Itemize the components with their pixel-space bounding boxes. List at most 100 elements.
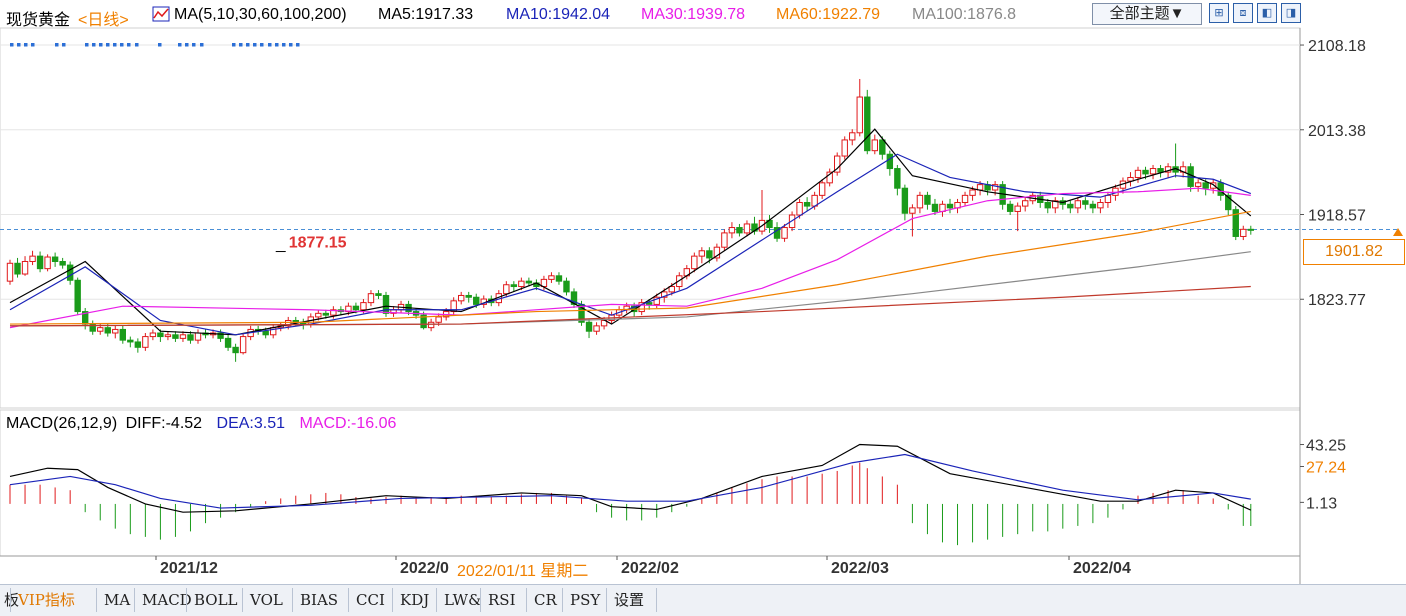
candle-body [1240,228,1247,237]
step-right-icon[interactable]: ◨ [1281,3,1301,23]
price-tick-label: 2013.38 [1308,123,1366,140]
candle-body [713,246,721,259]
macd-diff-value: DIFF:-4.52 [125,415,203,432]
ma60-value: MA60:1922.79 [776,6,881,23]
candle-body [239,336,247,354]
macd-value: MACD:-16.06 [299,415,397,432]
event-dot [260,43,264,47]
event-dot [246,43,250,47]
candle-body [525,280,533,284]
event-dot [55,43,59,47]
theme-dropdown-button[interactable]: 全部主题▼ [1092,3,1202,25]
tab-divider [242,588,243,612]
candle-body [367,293,375,304]
candle-body [74,279,81,313]
macd-tick-label: 27.24 [1306,460,1346,477]
grid-icon[interactable]: ⊞ [1209,3,1229,23]
candle-body [736,227,743,234]
candle-body [548,275,555,280]
event-dot [232,43,236,47]
candle-body [773,227,781,239]
indicator-tab[interactable]: CCI [356,591,385,609]
indicator-tab-bar: 板 VIP指标 MA MACD BOLL VOL BIAS CCI KDJ LW& RSI CR PSY… [0,584,1406,616]
candle-body [555,275,563,282]
candle-body [826,171,833,184]
event-dot [92,43,96,47]
candle-body [924,194,931,205]
candle-body [916,194,924,209]
candle-body [322,312,330,316]
candle-body [97,327,104,332]
indicator-tab[interactable]: VOL [250,591,283,609]
macd-header: MACD(26,12,9) DIFF:-4.52 DEA:3.51 MACD:-… [6,415,396,433]
indicator-tab[interactable]: RSI [488,591,516,609]
candle-body [29,255,36,263]
indicator-tab[interactable]: 设置 [614,591,645,609]
indicator-tab[interactable]: CR [534,591,557,609]
price-axis: 2108.18 2013.38 1918.57 1823.77 43.25 27.24 1.… [1300,38,1366,512]
candle-body [14,262,21,275]
candle-body [217,332,224,339]
chart-grid [0,27,1403,584]
candle-body [119,328,126,341]
event-dot [10,43,14,47]
instrument-title: 现货黄金 [6,12,71,29]
date-tick-label: 2022/03 [831,560,889,577]
indicator-tab[interactable]: LW& [444,591,482,609]
event-markers [10,43,300,47]
tab-divider [134,588,135,612]
candle-body [1142,169,1149,175]
indicator-tab[interactable]: 板 [4,591,20,609]
indicator-tab[interactable]: PSY [570,591,601,609]
candle-body [879,139,886,155]
price-annotations: 1877.151753.771780.352070.21 [275,235,347,253]
candle-view-icon[interactable]: ⧈ [1233,3,1253,23]
candle-body [1194,182,1202,187]
candle-body [149,332,157,338]
indicator-tab[interactable]: VIP指标 [18,591,75,609]
candle-body [465,294,472,298]
event-dot [135,43,139,47]
candle-body [142,336,149,348]
candle-body [127,339,134,343]
macd-tick-label: 43.25 [1306,438,1346,455]
candle-body [849,132,856,141]
indicator-tab[interactable]: MACD [142,591,192,609]
candle-body [803,202,811,207]
indicator-chart-icon[interactable] [152,6,170,27]
candle-body [706,250,713,259]
candle-body [1089,203,1097,209]
candle-body [946,203,954,209]
candle-body [1134,169,1142,178]
candlestick-series [6,78,1254,362]
indicator-tab[interactable]: MA [104,591,131,609]
indicator-tab[interactable]: BIAS [300,591,339,609]
candle-body [134,341,142,348]
macd-dea-line [9,453,1251,509]
candle-body [172,334,179,339]
candle-body [781,227,788,239]
candle-body [864,96,871,152]
candle-body [164,334,172,338]
candle-body [1097,202,1104,209]
candle-body [1104,194,1112,204]
step-left-icon[interactable]: ◧ [1257,3,1277,23]
indicator-tab[interactable]: KDJ [400,591,430,609]
candle-body [1022,200,1029,207]
period-selector[interactable]: <日线> [78,12,129,29]
tab-divider [348,588,349,612]
tab-divider [436,588,437,612]
candle-body [1006,203,1014,212]
candle-body [796,202,803,216]
tab-divider [186,588,187,612]
price-tick-label: 1918.57 [1308,208,1366,225]
candle-body [427,321,435,329]
candle-body [59,261,66,266]
indicator-tab[interactable]: BOLL [194,591,238,609]
candle-body [157,332,164,338]
candle-body [6,262,14,282]
candle-body [1247,228,1254,231]
ma30-line [9,187,1251,329]
event-dot [106,43,110,47]
